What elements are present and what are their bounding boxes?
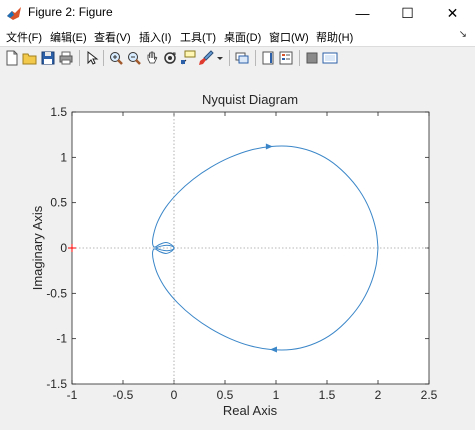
x-axis-label: Real Axis (223, 403, 278, 418)
pan-hand-icon[interactable] (144, 50, 160, 66)
direction-arrow (265, 143, 273, 150)
y-tick-label: 1 (60, 150, 67, 164)
x-tick-label: 0 (171, 388, 178, 402)
menu-tools[interactable]: 工具(T) (180, 32, 217, 44)
save-icon[interactable] (40, 50, 56, 66)
nyquist-plot[interactable]: Nyquist Diagram Real Axis Imaginary Axis… (0, 69, 475, 425)
menu-bar: 文件(F) 编辑(E) 查看(V) 插入(I) 工具(T) 桌面(D) 窗口(W… (0, 26, 475, 46)
matlab-app-icon (7, 7, 21, 20)
y-tick-label: -1 (56, 332, 67, 346)
menu-help[interactable]: 帮助(H) (316, 32, 354, 44)
zero-lines (72, 112, 429, 384)
maximize-button[interactable]: ☐ (401, 4, 414, 21)
axis-ticks: -1 -0.5 0 0.5 1 1.5 2 2.51.510.50-0.5-1-1.5 (46, 105, 437, 402)
x-tick-label: -0.5 (113, 388, 134, 402)
insert-colorbar-icon[interactable] (260, 50, 276, 66)
menu-edit[interactable]: 编辑(E) (50, 32, 87, 44)
zoom-out-icon[interactable] (126, 50, 142, 66)
figure-canvas: Nyquist Diagram Real Axis Imaginary Axis… (0, 69, 475, 425)
y-tick-label: -0.5 (46, 286, 67, 300)
insert-legend-icon[interactable] (278, 50, 294, 66)
toolbar-separator (103, 50, 104, 66)
close-button[interactable]: ✕ (446, 4, 459, 21)
x-tick-label: 2 (375, 388, 382, 402)
x-tick-label: 1 (273, 388, 280, 402)
toolbar-separator (299, 50, 300, 66)
edit-plot-arrow-icon[interactable] (84, 50, 100, 66)
brush-icon[interactable] (198, 50, 214, 66)
open-file-icon[interactable] (22, 50, 38, 66)
x-tick-label: 2.5 (421, 388, 438, 402)
rotate-3d-icon[interactable] (162, 50, 178, 66)
nyquist-curve (68, 143, 379, 353)
zoom-in-icon[interactable] (108, 50, 124, 66)
minimize-button[interactable]: — (355, 5, 370, 21)
nyquist-negative-frequency-branch (152, 244, 379, 351)
toolbar-separator (79, 50, 80, 66)
show-plot-tools-icon[interactable] (322, 50, 338, 66)
x-tick-label: -1 (67, 388, 78, 402)
link-plot-icon[interactable] (234, 50, 250, 66)
print-icon[interactable] (58, 50, 74, 66)
menu-desktop[interactable]: 桌面(D) (224, 32, 262, 44)
menu-view[interactable]: 查看(V) (94, 32, 131, 44)
y-tick-label: 1.5 (50, 105, 67, 119)
y-tick-label: 0.5 (50, 196, 67, 210)
data-cursor-icon[interactable] (180, 50, 196, 66)
hide-plot-tools-icon[interactable] (304, 50, 320, 66)
y-axis-label: Imaginary Axis (30, 205, 45, 290)
window-title: Figure 2: Figure (28, 5, 113, 19)
chart-title: Nyquist Diagram (202, 92, 298, 107)
toolbar-separator (255, 50, 256, 66)
menu-insert[interactable]: 插入(I) (139, 32, 172, 44)
menu-file[interactable]: 文件(F) (6, 32, 43, 44)
new-figure-icon[interactable] (4, 50, 20, 66)
y-tick-label: -1.5 (46, 377, 67, 391)
dropdown-arrow-icon[interactable] (215, 50, 225, 66)
toolbar-separator (229, 50, 230, 66)
y-tick-label: 0 (60, 241, 67, 255)
figure-toolbar (0, 46, 475, 70)
window-titlebar: Figure 2: Figure — ☐ ✕ (0, 0, 475, 26)
menu-window[interactable]: 窗口(W) (269, 32, 309, 44)
direction-arrow (269, 346, 277, 353)
menu-overflow-icon[interactable]: ↘ (458, 29, 467, 40)
x-tick-label: 0.5 (217, 388, 234, 402)
x-tick-label: 1.5 (319, 388, 336, 402)
